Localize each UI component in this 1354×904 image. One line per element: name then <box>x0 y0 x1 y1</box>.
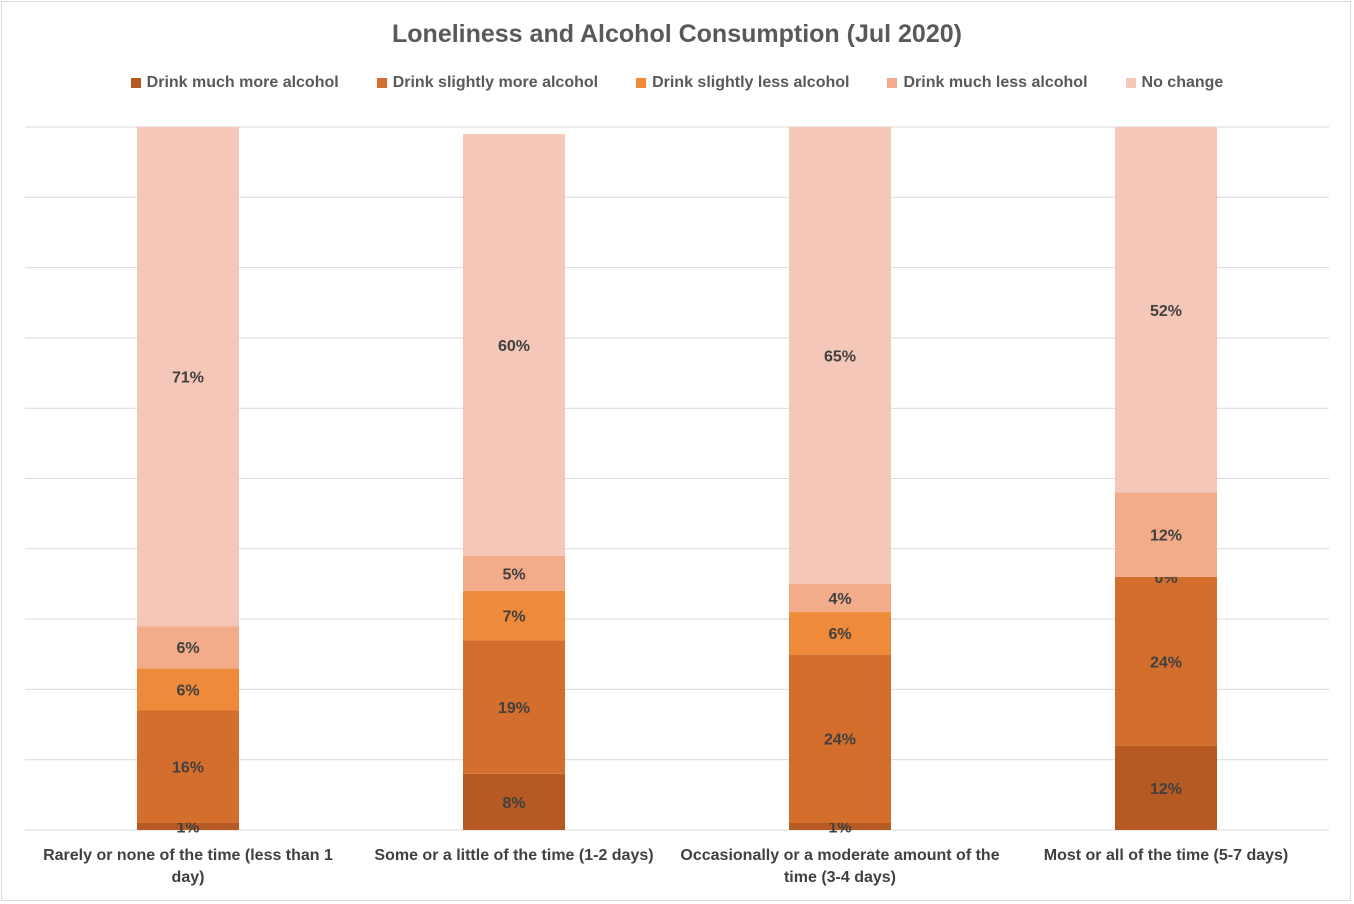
legend-label: Drink slightly less alcohol <box>652 74 850 91</box>
data-label: 1% <box>828 819 851 836</box>
data-label: 71% <box>172 370 204 387</box>
data-label: 16% <box>172 760 204 777</box>
data-label: 6% <box>828 626 851 643</box>
bar-segment-3-5 <box>789 127 891 584</box>
data-label: 7% <box>502 609 525 626</box>
legend-item-no-change: No change <box>1125 74 1224 92</box>
bar-segment-3-2 <box>789 654 891 823</box>
chart-title: Loneliness and Alcohol Consumption (Jul … <box>392 20 962 48</box>
data-label: 19% <box>498 700 530 717</box>
bar-segment-1-3 <box>137 668 239 711</box>
bar-segment-1-4 <box>137 626 239 669</box>
data-label: 1% <box>176 819 199 836</box>
legend-swatch <box>887 78 898 88</box>
legend-item-slightly-more: Drink slightly more alcohol <box>376 74 599 92</box>
bar-segment-1-5 <box>137 127 239 627</box>
category-label: Some or a little of the time (1-2 days) <box>374 847 654 864</box>
data-label: 6% <box>176 640 199 657</box>
legend-label: Drink much more alcohol <box>146 74 339 91</box>
bar-segment-1-2 <box>137 710 239 823</box>
category-label: Occasionally or a moderate amount of the… <box>680 847 1000 886</box>
bar-segment-4-2 <box>1115 576 1217 746</box>
data-label: 60% <box>498 338 530 355</box>
legend-item-slightly-less: Drink slightly less alcohol <box>636 74 849 92</box>
bar-segment-2-2 <box>463 640 565 774</box>
bar-segment-3-3 <box>789 612 891 655</box>
data-label: 65% <box>824 348 856 365</box>
bar-segment-4-1 <box>1115 745 1217 830</box>
bar-segment-3-1 <box>789 822 891 830</box>
data-label: 12% <box>1150 528 1182 545</box>
data-label: 24% <box>824 732 856 749</box>
data-label: 4% <box>828 591 851 608</box>
bar-segment-4-5 <box>1115 127 1217 493</box>
data-label: 12% <box>1150 781 1182 798</box>
legend-swatch <box>1125 78 1136 88</box>
category-label: Most or all of the time (5-7 days) <box>1043 847 1289 864</box>
bar-segment-2-3 <box>463 590 565 641</box>
bar-segment-2-1 <box>463 773 565 830</box>
legend-swatch <box>636 78 647 88</box>
bar-segment-3-4 <box>789 583 891 613</box>
legend-label: Drink much less alcohol <box>903 74 1088 91</box>
legend-label: No change <box>1141 74 1224 91</box>
data-label: 24% <box>1150 654 1182 671</box>
bar-segment-4-4 <box>1115 492 1217 577</box>
legend-swatch <box>130 78 141 88</box>
data-label: 6% <box>176 682 199 699</box>
bar-segment-2-5 <box>463 134 565 556</box>
bar-segment-2-4 <box>463 555 565 591</box>
data-label: 5% <box>502 566 525 583</box>
legend: Drink much more alcohol Drink slightly m… <box>0 74 1354 92</box>
data-label: 52% <box>1150 303 1182 320</box>
legend-item-much-less: Drink much less alcohol <box>887 74 1088 92</box>
bar-segment-1-1 <box>137 822 239 830</box>
legend-swatch <box>376 78 387 88</box>
data-label: 8% <box>502 795 525 812</box>
category-label: Rarely or none of the time (less than 1 … <box>43 847 333 886</box>
legend-label: Drink slightly more alcohol <box>392 74 599 91</box>
legend-item-much-more: Drink much more alcohol <box>130 74 339 92</box>
